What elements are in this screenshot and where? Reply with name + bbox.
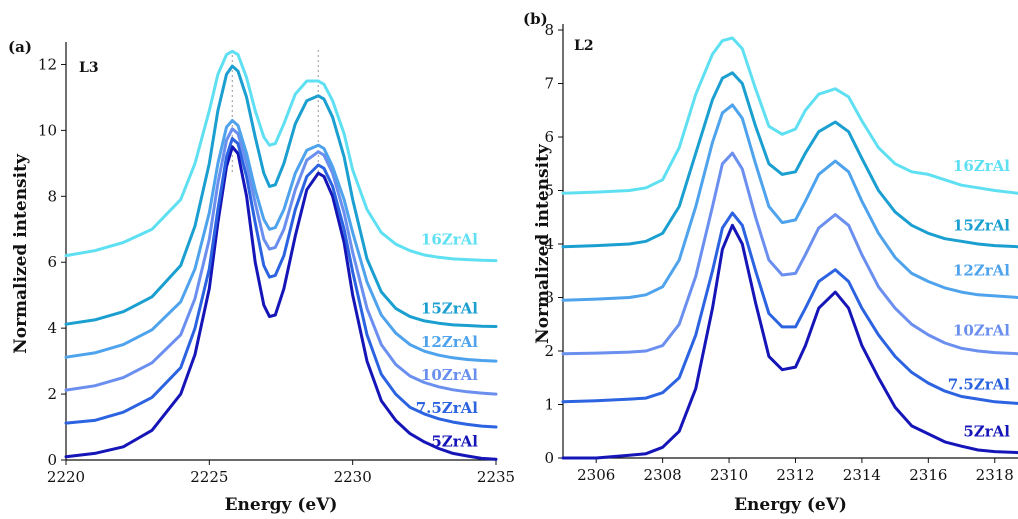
panel-a: 2220 2225 2230 2235 0 2 4 6 8 10 12 5ZrAl 7.5ZrAl 10Z…: [8, 38, 515, 515]
y-tick-label: 4: [47, 319, 57, 337]
series-line-5zral: [64, 145, 498, 461]
y-tick-label: 3: [544, 289, 554, 307]
series-line-16zral: [64, 49, 498, 263]
series-label: 10ZrAl: [421, 366, 478, 384]
y-tick-label: 2: [544, 342, 554, 360]
x-tick-label: 2316: [909, 466, 947, 484]
y-tick-label: 8: [544, 21, 554, 39]
y-tick-label: 0: [47, 451, 57, 469]
x-tick-label: 2308: [644, 466, 682, 484]
series-label: 5ZrAl: [963, 423, 1010, 441]
y-tick-label: 7: [544, 75, 554, 93]
y-tick-label: 1: [544, 396, 554, 414]
series-line-12zral: [64, 119, 498, 363]
series-label: 16ZrAl: [953, 157, 1010, 175]
panel-b: 2306 2308 2310 2312 2314 2316 2318 0 1 2 3 4 5 6 7 8 5Zr…: [523, 10, 1018, 515]
x-axis-title: Energy (eV): [225, 495, 338, 515]
y-tick-label: 4: [544, 235, 554, 253]
series-label: 12ZrAl: [953, 262, 1010, 280]
series-line-10zral: [561, 151, 1018, 356]
y-tick-label: 6: [47, 253, 57, 271]
y-tick-label: 0: [544, 449, 554, 467]
edge-annotation: L2: [574, 38, 594, 54]
y-tick-label: 2: [47, 385, 57, 403]
series-label: 10ZrAl: [953, 322, 1010, 340]
series-label: 12ZrAl: [421, 333, 478, 351]
panel-label: (b): [523, 10, 548, 28]
y-tick-label: 8: [47, 187, 57, 205]
y-tick-label: 10: [38, 121, 57, 139]
series-label: 7.5ZrAl: [416, 399, 479, 417]
x-tick-label: 2318: [976, 466, 1014, 484]
y-tick-label: 6: [544, 128, 554, 146]
series-label: 15ZrAl: [953, 217, 1010, 235]
y-tick-label: 5: [544, 182, 554, 200]
series-label: 15ZrAl: [421, 300, 478, 318]
y-tick-label: 12: [38, 55, 57, 73]
series-line-12zral: [561, 103, 1018, 302]
series-line-10zral: [64, 127, 498, 396]
x-axis-title: Energy (eV): [734, 495, 847, 515]
x-tick-label: 2230: [334, 468, 372, 486]
series-line-7-5zral: [64, 137, 498, 429]
x-tick-label: 2220: [47, 468, 85, 486]
x-tick-label: 2225: [190, 468, 228, 486]
series-label: 7.5ZrAl: [948, 375, 1011, 393]
y-axis-title: Normalized intensity: [533, 143, 553, 344]
x-tick-label: 2312: [776, 466, 814, 484]
series-line-15zral: [561, 71, 1018, 249]
series-label: 16ZrAl: [421, 231, 478, 249]
series-line-5zral: [561, 223, 1018, 460]
x-tick-label: 2310: [710, 466, 748, 484]
x-tick-label: 2314: [843, 466, 881, 484]
series-line-15zral: [64, 64, 498, 328]
series-label: 5ZrAl: [431, 432, 478, 450]
series-line-7-5zral: [561, 211, 1018, 405]
y-axis-title: Normalized intensity: [11, 153, 31, 354]
panel-label: (a): [8, 38, 32, 56]
series-line-16zral: [561, 36, 1018, 195]
x-tick-label: 2306: [577, 466, 615, 484]
edge-annotation: L3: [79, 60, 99, 76]
x-tick-label: 2235: [477, 468, 515, 486]
